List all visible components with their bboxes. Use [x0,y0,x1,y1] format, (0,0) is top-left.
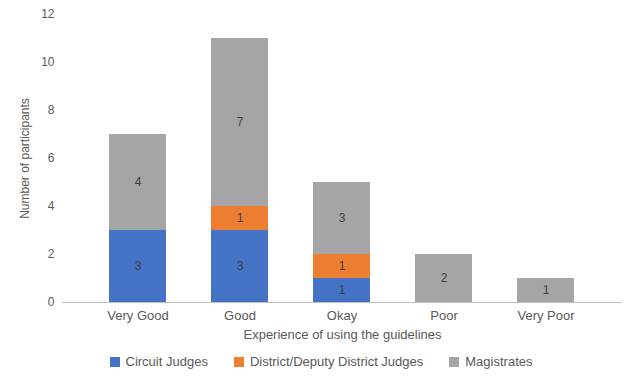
svg-text:10: 10 [41,55,55,69]
svg-text:Very Good: Very Good [107,308,168,323]
svg-text:3: 3 [135,259,142,273]
svg-text:1: 1 [339,283,346,297]
html-text:Circuit Judges: Circuit Judges [125,354,208,369]
svg-text:7: 7 [237,115,244,129]
svg-text:4: 4 [135,175,142,189]
svg-text:Very Poor: Very Poor [517,308,575,323]
svg-text:2: 2 [48,247,55,261]
svg-text:1: 1 [339,259,346,273]
svg-text:Number of participants: Number of participants [18,98,32,219]
html-text:District/Deputy District Judge: District/Deputy District Judges [249,354,424,369]
html-text:Magistrates: Magistrates [465,354,533,369]
svg-text:12: 12 [41,7,55,21]
svg-text:Poor: Poor [430,308,458,323]
svg-text:3: 3 [237,259,244,273]
svg-text:0: 0 [48,295,55,309]
svg-text:Experience of using the guidel: Experience of using the guidelines [243,327,442,342]
svg-text:1: 1 [237,211,244,225]
svg-text:2: 2 [441,271,448,285]
svg-text:Okay: Okay [327,308,358,323]
svg-text:8: 8 [48,103,55,117]
svg-text:3: 3 [339,211,346,225]
svg-text:4: 4 [48,199,55,213]
svg-text:Good: Good [224,308,256,323]
svg-text:1: 1 [543,283,550,297]
svg-text:6: 6 [48,151,55,165]
